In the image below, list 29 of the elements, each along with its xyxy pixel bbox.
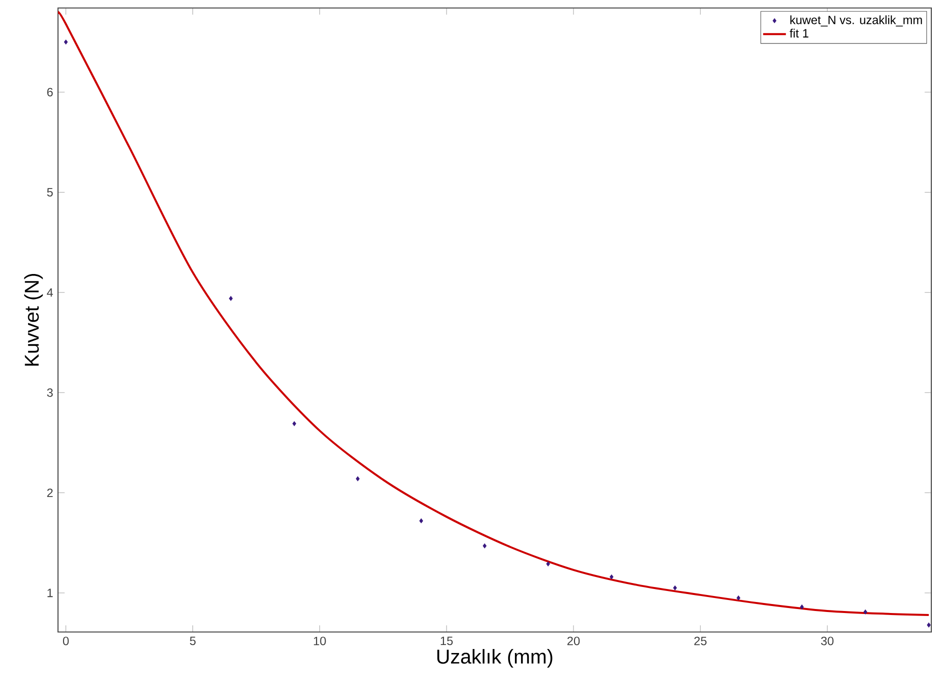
point (546, 561, 550, 566)
x-tick-label: 5 (190, 636, 196, 646)
point (228, 296, 233, 301)
point (419, 518, 424, 524)
point (610, 574, 614, 580)
legend-label: kuwet_N vs. uzaklik_mm (790, 15, 922, 26)
point (800, 604, 804, 610)
x-tick-label: 10 (314, 636, 326, 646)
y-tick-label: 6 (47, 88, 53, 96)
y-tick-label: 4 (46, 288, 53, 297)
y-tick-label: 5 (47, 188, 53, 196)
legend-label: fit 1 (790, 28, 808, 38)
point (356, 476, 360, 482)
x-tick-label: 0 (62, 636, 69, 646)
y-tick-label: 1 (48, 588, 53, 598)
point (292, 421, 296, 426)
y-tick-label: 2 (47, 488, 53, 497)
point (736, 596, 740, 600)
point (863, 610, 868, 614)
x-axis-title: Uzaklık (mm) (437, 649, 552, 668)
point (64, 40, 68, 44)
x-tick-label: 20 (567, 636, 580, 646)
y-axis-title: Kuvvet (N) (24, 274, 43, 366)
x-tick-label: 30 (821, 636, 834, 646)
point (673, 586, 677, 590)
x-tick-label: 15 (440, 636, 453, 646)
point (482, 543, 487, 548)
x-tick-label: 25 (694, 636, 707, 646)
y-tick-label: 3 (47, 388, 53, 397)
